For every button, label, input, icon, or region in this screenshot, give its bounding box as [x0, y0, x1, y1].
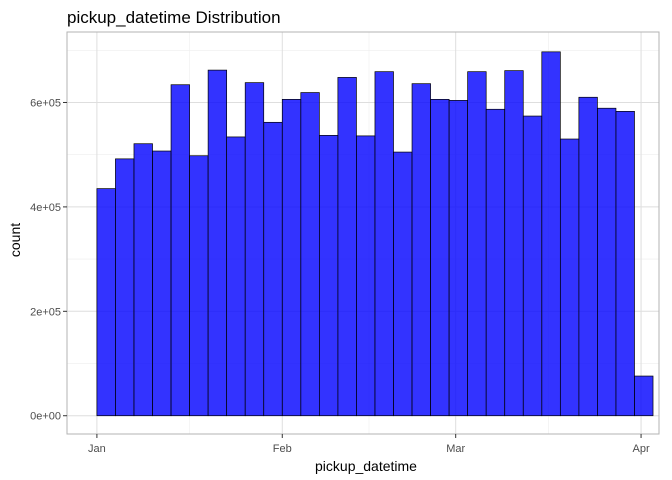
histogram-bar: [356, 135, 376, 417]
histogram-bar: [411, 83, 431, 417]
x-tick-label: Apr: [632, 443, 649, 455]
histogram-bar: [467, 71, 487, 417]
histogram-bar: [281, 98, 302, 417]
histogram-bar: [115, 158, 135, 417]
y-axis-title: count: [7, 223, 23, 257]
histogram-bar: [170, 84, 190, 417]
y-tick-label: 0e+00: [30, 411, 61, 423]
y-tick-label: 4e+05: [30, 202, 61, 214]
histogram-bar: [485, 108, 506, 417]
histogram-bar: [226, 136, 246, 417]
histogram-bar: [393, 151, 413, 417]
chart-title: pickup_datetime Distribution: [67, 8, 281, 27]
bars-layer: [96, 51, 654, 417]
histogram-bar: [541, 51, 561, 417]
histogram-bar: [152, 150, 172, 417]
histogram-bar: [300, 92, 320, 417]
x-tick-label: Mar: [446, 443, 465, 455]
histogram-bar: [522, 115, 543, 417]
histogram-bar: [615, 111, 635, 417]
histogram-bar: [448, 100, 468, 417]
x-tick-label: Feb: [273, 443, 292, 455]
panel-border: [66, 31, 660, 435]
histogram-bar: [504, 70, 524, 417]
histogram-bar: [337, 77, 357, 417]
y-axis-ticks: 0e+00 2e+05 4e+05 6e+05: [30, 97, 67, 423]
histogram-bar: [189, 155, 209, 417]
y-tick-label: 6e+05: [30, 97, 61, 109]
histogram-bar: [430, 98, 450, 417]
histogram-bar: [244, 82, 265, 417]
histogram-bar: [207, 69, 228, 417]
histogram-bar: [133, 143, 153, 417]
histogram-bar: [96, 188, 116, 417]
histogram-bar: [374, 71, 394, 417]
y-tick-label: 2e+05: [30, 306, 61, 318]
x-axis-ticks: Jan Feb Mar Apr: [88, 434, 650, 455]
histogram-bar: [597, 107, 617, 417]
histogram-bar: [578, 96, 598, 417]
histogram-bar: [263, 121, 283, 417]
histogram-bar: [559, 138, 580, 417]
histogram-bar: [318, 135, 339, 417]
x-axis-title: pickup_datetime: [315, 458, 417, 474]
histogram-bar: [634, 375, 654, 417]
x-tick-label: Jan: [88, 443, 106, 455]
